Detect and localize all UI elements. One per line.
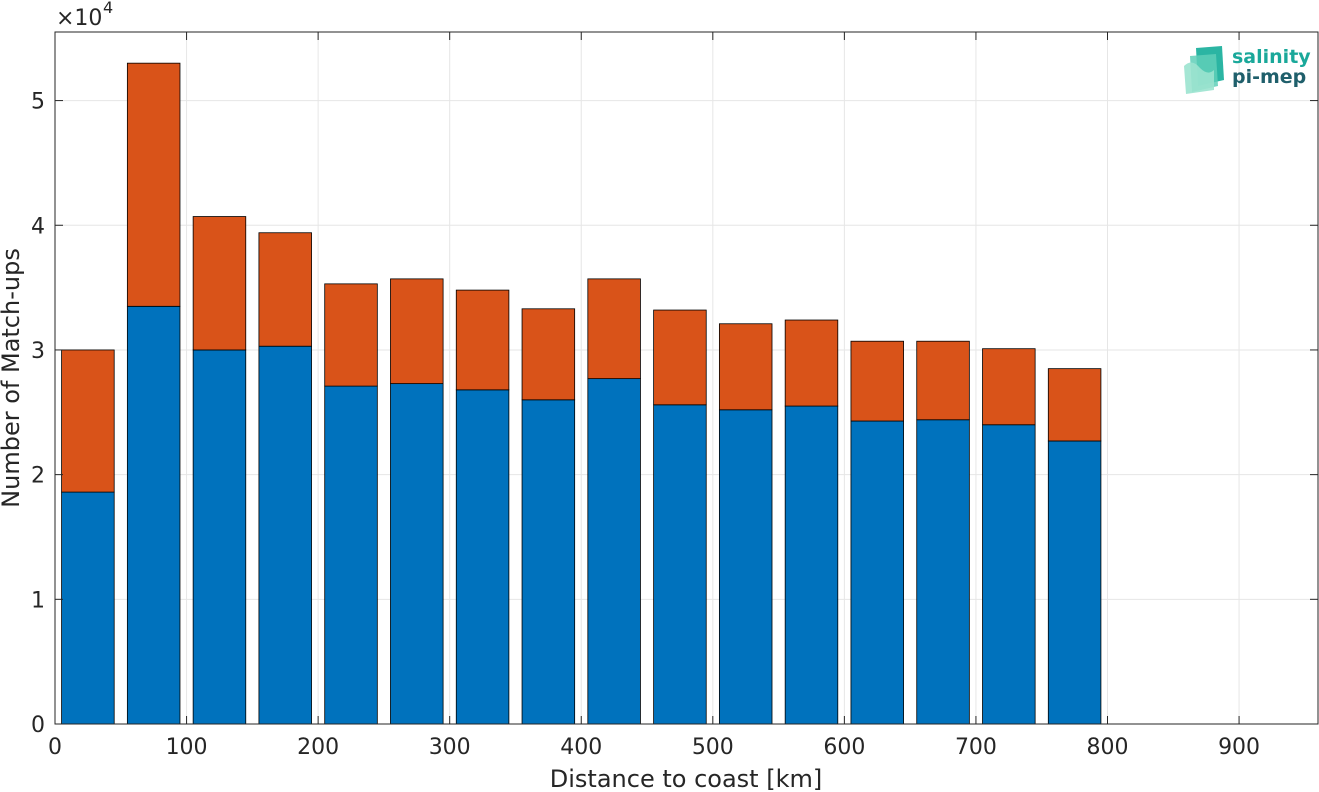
x-tick-label: 0 [48,735,62,760]
bar-series1 [455,389,510,725]
y-tick-label: 4 [31,214,45,239]
y-tick-label: 1 [31,588,45,613]
bar-series2 [784,319,839,407]
bar-series2 [850,340,904,422]
y-multiplier-base: ×10 [56,6,102,31]
bar-series2 [61,349,115,493]
bar-series1 [850,420,904,725]
bar-series2 [1047,368,1102,442]
x-axis-label: Distance to coast [km] [550,765,822,792]
bar-series2 [455,289,510,391]
x-tick-label: 800 [1087,735,1129,760]
bar-series1 [61,491,115,725]
y-tick-label: 5 [31,90,45,115]
x-tick-label: 100 [166,735,208,760]
bar-series1 [653,404,707,725]
bar-series2 [258,232,312,347]
x-tick-label: 900 [1218,735,1260,760]
bar-series1 [587,378,641,725]
bars [61,62,1102,725]
y-tick-label: 3 [31,339,45,364]
y-tick-label: 0 [31,713,45,738]
logo-line1: salinity [1232,46,1311,68]
bar-series2 [126,62,181,307]
ticks: 0 100 200 300 400 500 600 700 800 900 0 1 2 3 4 5 [31,32,1318,760]
bar-series2 [521,308,576,401]
bar-series2 [390,278,444,385]
x-tick-label: 700 [955,735,997,760]
bar-series1 [982,424,1036,725]
bar-series2 [192,216,247,351]
salinity-pi-mep-logo: salinity pi-mep [1184,46,1311,94]
bar-series1 [126,305,181,725]
bar-series1 [1047,440,1102,725]
x-tick-label: 400 [560,735,602,760]
bar-series2 [324,283,378,387]
y-multiplier-exponent: 4 [103,0,113,17]
y-axis-label: Number of Match-ups [0,248,25,508]
bar-series1 [718,409,773,725]
y-tick-label: 2 [31,464,45,489]
x-tick-label: 200 [297,735,339,760]
logo-line2: pi-mep [1232,66,1306,88]
bar-series2 [916,340,970,421]
bar-series2 [653,309,707,406]
bar-series1 [784,405,839,725]
wave-icon [1184,46,1224,94]
bar-series1 [258,345,312,725]
bar-series2 [982,348,1036,426]
bar-series1 [521,399,576,725]
bar-series1 [324,385,378,725]
x-tick-label: 500 [692,735,734,760]
axes-box [54,31,1319,725]
bar-series1 [916,419,970,725]
bar-series2 [718,323,773,411]
bar-series1 [192,349,247,725]
x-tick-label: 300 [429,735,471,760]
x-tick-label: 600 [823,735,865,760]
bar-series1 [390,383,444,725]
bar-series2 [587,278,641,380]
